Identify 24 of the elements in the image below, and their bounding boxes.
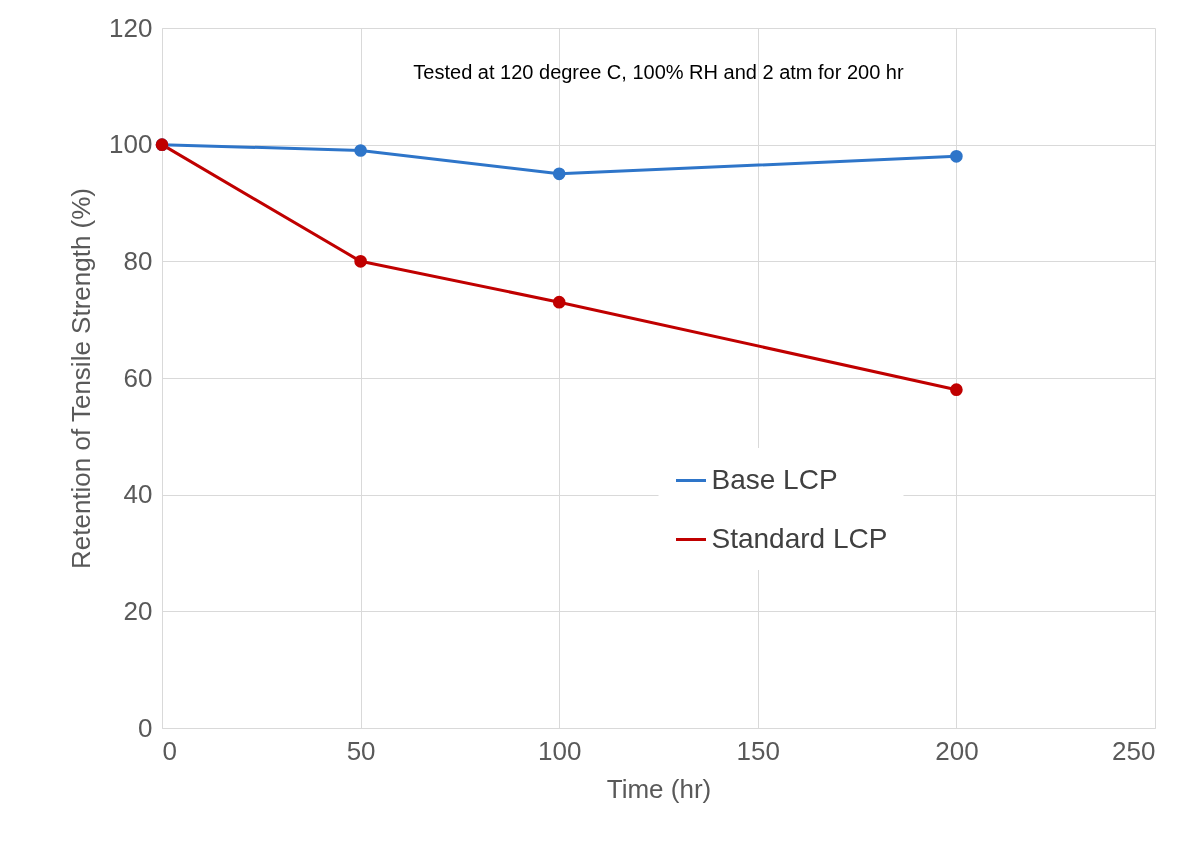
x-tick-label: 150 xyxy=(736,735,780,766)
annotation: Tested at 120 degree C, 100% RH and 2 atm for 200 hr xyxy=(413,61,904,83)
legend-label: Base LCP xyxy=(711,463,838,495)
point xyxy=(354,255,367,268)
x-tick-label: 200 xyxy=(935,735,979,766)
x-tick-label: 50 xyxy=(346,735,376,766)
y-tick-label: 100 xyxy=(109,129,153,160)
point xyxy=(552,295,566,309)
point xyxy=(354,144,367,157)
y-tick-label: 120 xyxy=(109,12,153,43)
y-tick-label: 60 xyxy=(123,362,153,393)
x-tick-label: 100 xyxy=(538,735,582,766)
y-tick-label: 40 xyxy=(123,479,153,510)
x-tick-label: 0 xyxy=(162,735,177,766)
point xyxy=(950,150,963,163)
y-axis-title: Retention of Tensile Strength (%) xyxy=(66,187,97,570)
point xyxy=(552,167,566,181)
point xyxy=(950,383,963,396)
x-tick-label: 250 xyxy=(1112,735,1156,766)
x-axis-title: Time (hr) xyxy=(606,773,712,804)
y-tick-label: 0 xyxy=(138,712,153,743)
y-tick-label: 80 xyxy=(123,245,153,276)
legend-label: Standard LCP xyxy=(711,522,888,554)
y-tick-label: 20 xyxy=(123,595,153,626)
